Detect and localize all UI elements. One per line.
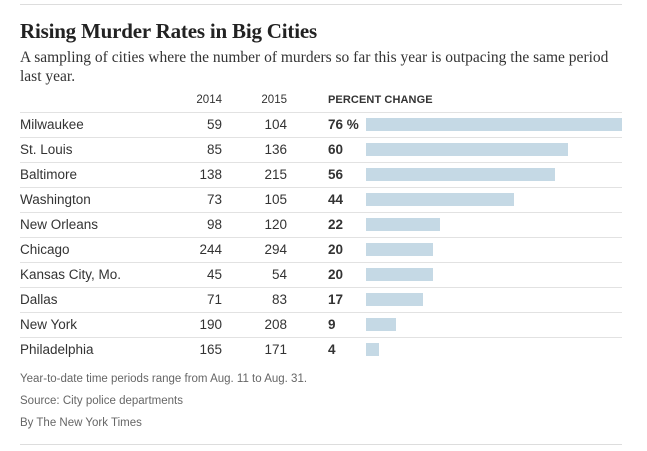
- percent-change-label: 17: [328, 292, 344, 307]
- row-divider: [20, 237, 622, 238]
- row-divider: [20, 337, 622, 338]
- table-row: St. Louis 85 136 60: [20, 137, 622, 162]
- table-row: Dallas 71 83 17: [20, 287, 622, 312]
- value-2015: 54: [271, 267, 287, 282]
- percent-change-bar: [366, 118, 622, 131]
- date-range-note: Year-to-date time periods range from Aug…: [20, 373, 308, 385]
- row-divider: [20, 137, 622, 138]
- row-divider: [20, 187, 622, 188]
- table-row: Baltimore 138 215 56: [20, 162, 622, 187]
- value-2015: 120: [264, 217, 287, 232]
- percent-change-bar: [366, 218, 440, 231]
- value-2014: 244: [199, 242, 222, 257]
- percent-change-label: 20: [328, 242, 344, 257]
- percent-change-label: 4: [328, 342, 336, 357]
- value-2015: 83: [271, 292, 287, 307]
- value-2015: 294: [264, 242, 287, 257]
- table-row: Washington 73 105 44: [20, 187, 622, 212]
- percent-change-bar: [366, 293, 423, 306]
- table-row: New Orleans 98 120 22: [20, 212, 622, 237]
- percent-change-bar: [366, 193, 514, 206]
- city-label: Baltimore: [20, 167, 78, 182]
- value-2014: 165: [199, 342, 222, 357]
- source-note: Source: City police departments: [20, 395, 183, 407]
- table-row: Kansas City, Mo. 45 54 20: [20, 262, 622, 287]
- city-label: St. Louis: [20, 142, 73, 157]
- column-header-2015: 2015: [261, 94, 287, 106]
- percent-change-bar: [366, 268, 433, 281]
- value-2014: 138: [199, 167, 222, 182]
- city-label: Chicago: [20, 242, 70, 257]
- row-divider: [20, 287, 622, 288]
- value-2014: 85: [206, 142, 222, 157]
- percent-change-label: 60: [328, 142, 344, 157]
- value-2015: 171: [264, 342, 287, 357]
- chart-title: Rising Murder Rates in Big Cities: [20, 19, 317, 43]
- percent-change-bar: [366, 343, 379, 356]
- percent-change-label: 9: [328, 317, 336, 332]
- percent-change-bar: [366, 168, 555, 181]
- value-2014: 98: [206, 217, 222, 232]
- credit-note: By The New York Times: [20, 417, 142, 429]
- percent-change-label: 44: [328, 192, 344, 207]
- row-divider: [20, 162, 622, 163]
- column-header-percent-change: PERCENT CHANGE: [328, 94, 433, 106]
- city-label: Washington: [20, 192, 91, 207]
- row-divider: [20, 112, 622, 113]
- value-2014: 45: [206, 267, 222, 282]
- city-label: New York: [20, 317, 78, 332]
- table-row: New York 190 208 9: [20, 312, 622, 337]
- value-2015: 215: [264, 167, 287, 182]
- value-2015: 136: [264, 142, 287, 157]
- value-2014: 73: [206, 192, 222, 207]
- city-label: Dallas: [20, 292, 58, 307]
- value-2014: 190: [199, 317, 222, 332]
- value-2015: 208: [264, 317, 287, 332]
- percent-change-label: 56: [328, 167, 344, 182]
- value-2014: 59: [206, 117, 222, 132]
- city-label: Kansas City, Mo.: [20, 267, 122, 282]
- bottom-divider: [20, 444, 622, 445]
- chart-subtitle: A sampling of cities where the number of…: [20, 49, 609, 85]
- column-header-2014: 2014: [196, 94, 222, 106]
- row-divider: [20, 312, 622, 313]
- table-row: Philadelphia 165 171 4: [20, 337, 622, 362]
- percent-change-label: 76 %: [328, 117, 359, 132]
- city-label: Milwaukee: [20, 117, 84, 132]
- value-2014: 71: [206, 292, 222, 307]
- percent-change-label: 22: [328, 217, 344, 232]
- row-divider: [20, 212, 622, 213]
- value-2015: 104: [264, 117, 287, 132]
- city-label: Philadelphia: [20, 342, 94, 357]
- value-2015: 105: [264, 192, 287, 207]
- percent-change-bar: [366, 143, 568, 156]
- table-row: Chicago 244 294 20: [20, 237, 622, 262]
- table-row: Milwaukee 59 104 76 %: [20, 112, 622, 137]
- percent-change-label: 20: [328, 267, 344, 282]
- top-divider: [20, 4, 622, 5]
- percent-change-bar: [366, 318, 396, 331]
- city-label: New Orleans: [20, 217, 99, 232]
- percent-change-bar: [366, 243, 433, 256]
- row-divider: [20, 262, 622, 263]
